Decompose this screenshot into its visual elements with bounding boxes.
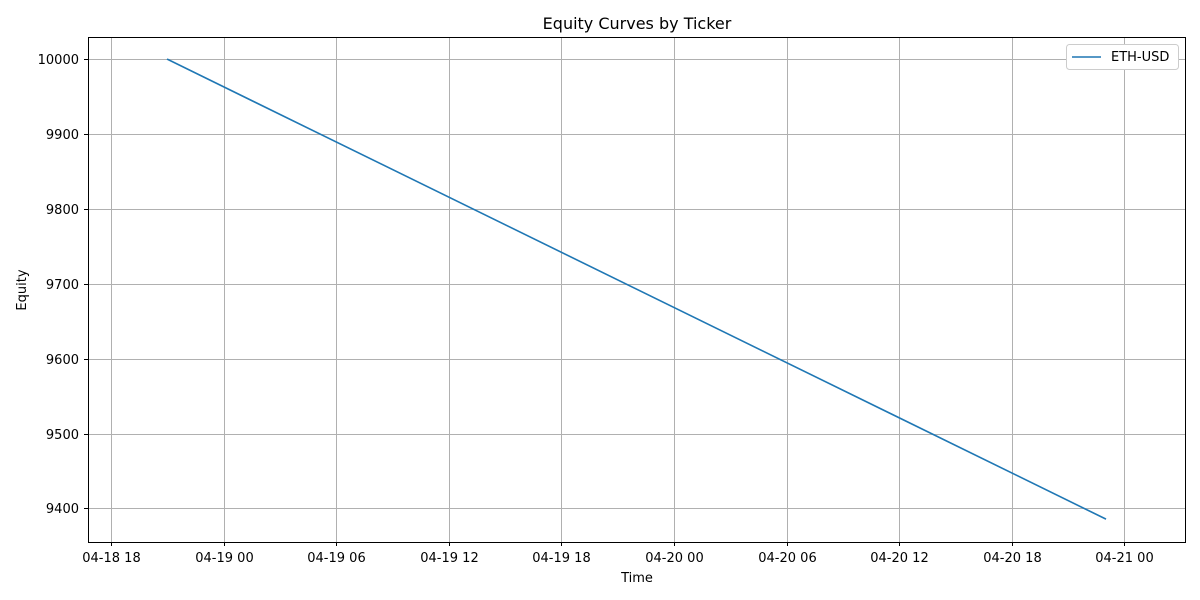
y-tick-label: 10000 <box>38 53 79 68</box>
chart-title: Equity Curves by Ticker <box>543 14 732 33</box>
y-tick-label: 9700 <box>46 278 79 293</box>
x-tick-label: 04-18 18 <box>82 551 140 566</box>
legend-label-eth-usd: ETH-USD <box>1111 50 1169 65</box>
tick-layer: 04-18 18 04-19 00 04-19 06 04-19 12 04-19 18… <box>38 53 1154 566</box>
y-tick-label: 9500 <box>46 428 79 443</box>
plot-frame <box>88 37 1186 543</box>
x-axis-label: Time <box>620 571 653 586</box>
series-line-eth-usd <box>166 58 1107 520</box>
x-tick-label: 04-21 00 <box>1095 551 1153 566</box>
legend: ETH-USD <box>1066 44 1179 70</box>
x-tick-label: 04-19 00 <box>195 551 253 566</box>
x-tick-label: 04-20 00 <box>645 551 703 566</box>
y-tick-label: 9900 <box>46 128 79 143</box>
x-tick-label: 04-20 06 <box>758 551 816 566</box>
y-tick-label: 9600 <box>46 353 79 368</box>
y-tick-label: 9800 <box>46 203 79 218</box>
series-layer <box>166 58 1107 520</box>
x-tick-label: 04-19 06 <box>307 551 365 566</box>
x-tick-label: 04-20 18 <box>983 551 1041 566</box>
grid-layer <box>88 37 1185 542</box>
x-tick-label: 04-19 12 <box>420 551 478 566</box>
x-tick-label: 04-19 18 <box>532 551 590 566</box>
y-axis-label: Equity <box>15 269 30 310</box>
y-tick-label: 9400 <box>46 502 79 517</box>
legend-box <box>1066 44 1179 70</box>
x-tick-label: 04-20 12 <box>870 551 928 566</box>
